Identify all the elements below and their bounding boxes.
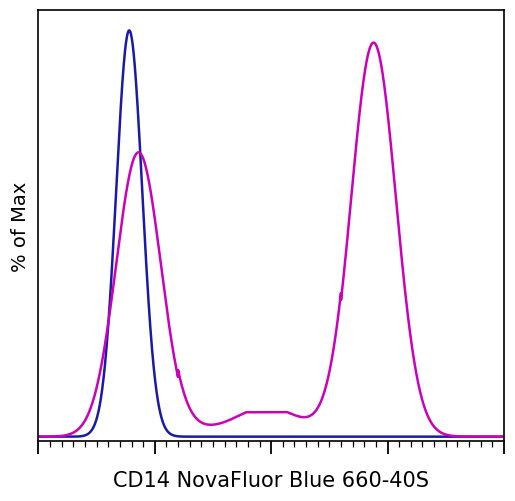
X-axis label: CD14 NovaFluor Blue 660-40S: CD14 NovaFluor Blue 660-40S [113,470,429,490]
Y-axis label: % of Max: % of Max [11,181,30,271]
